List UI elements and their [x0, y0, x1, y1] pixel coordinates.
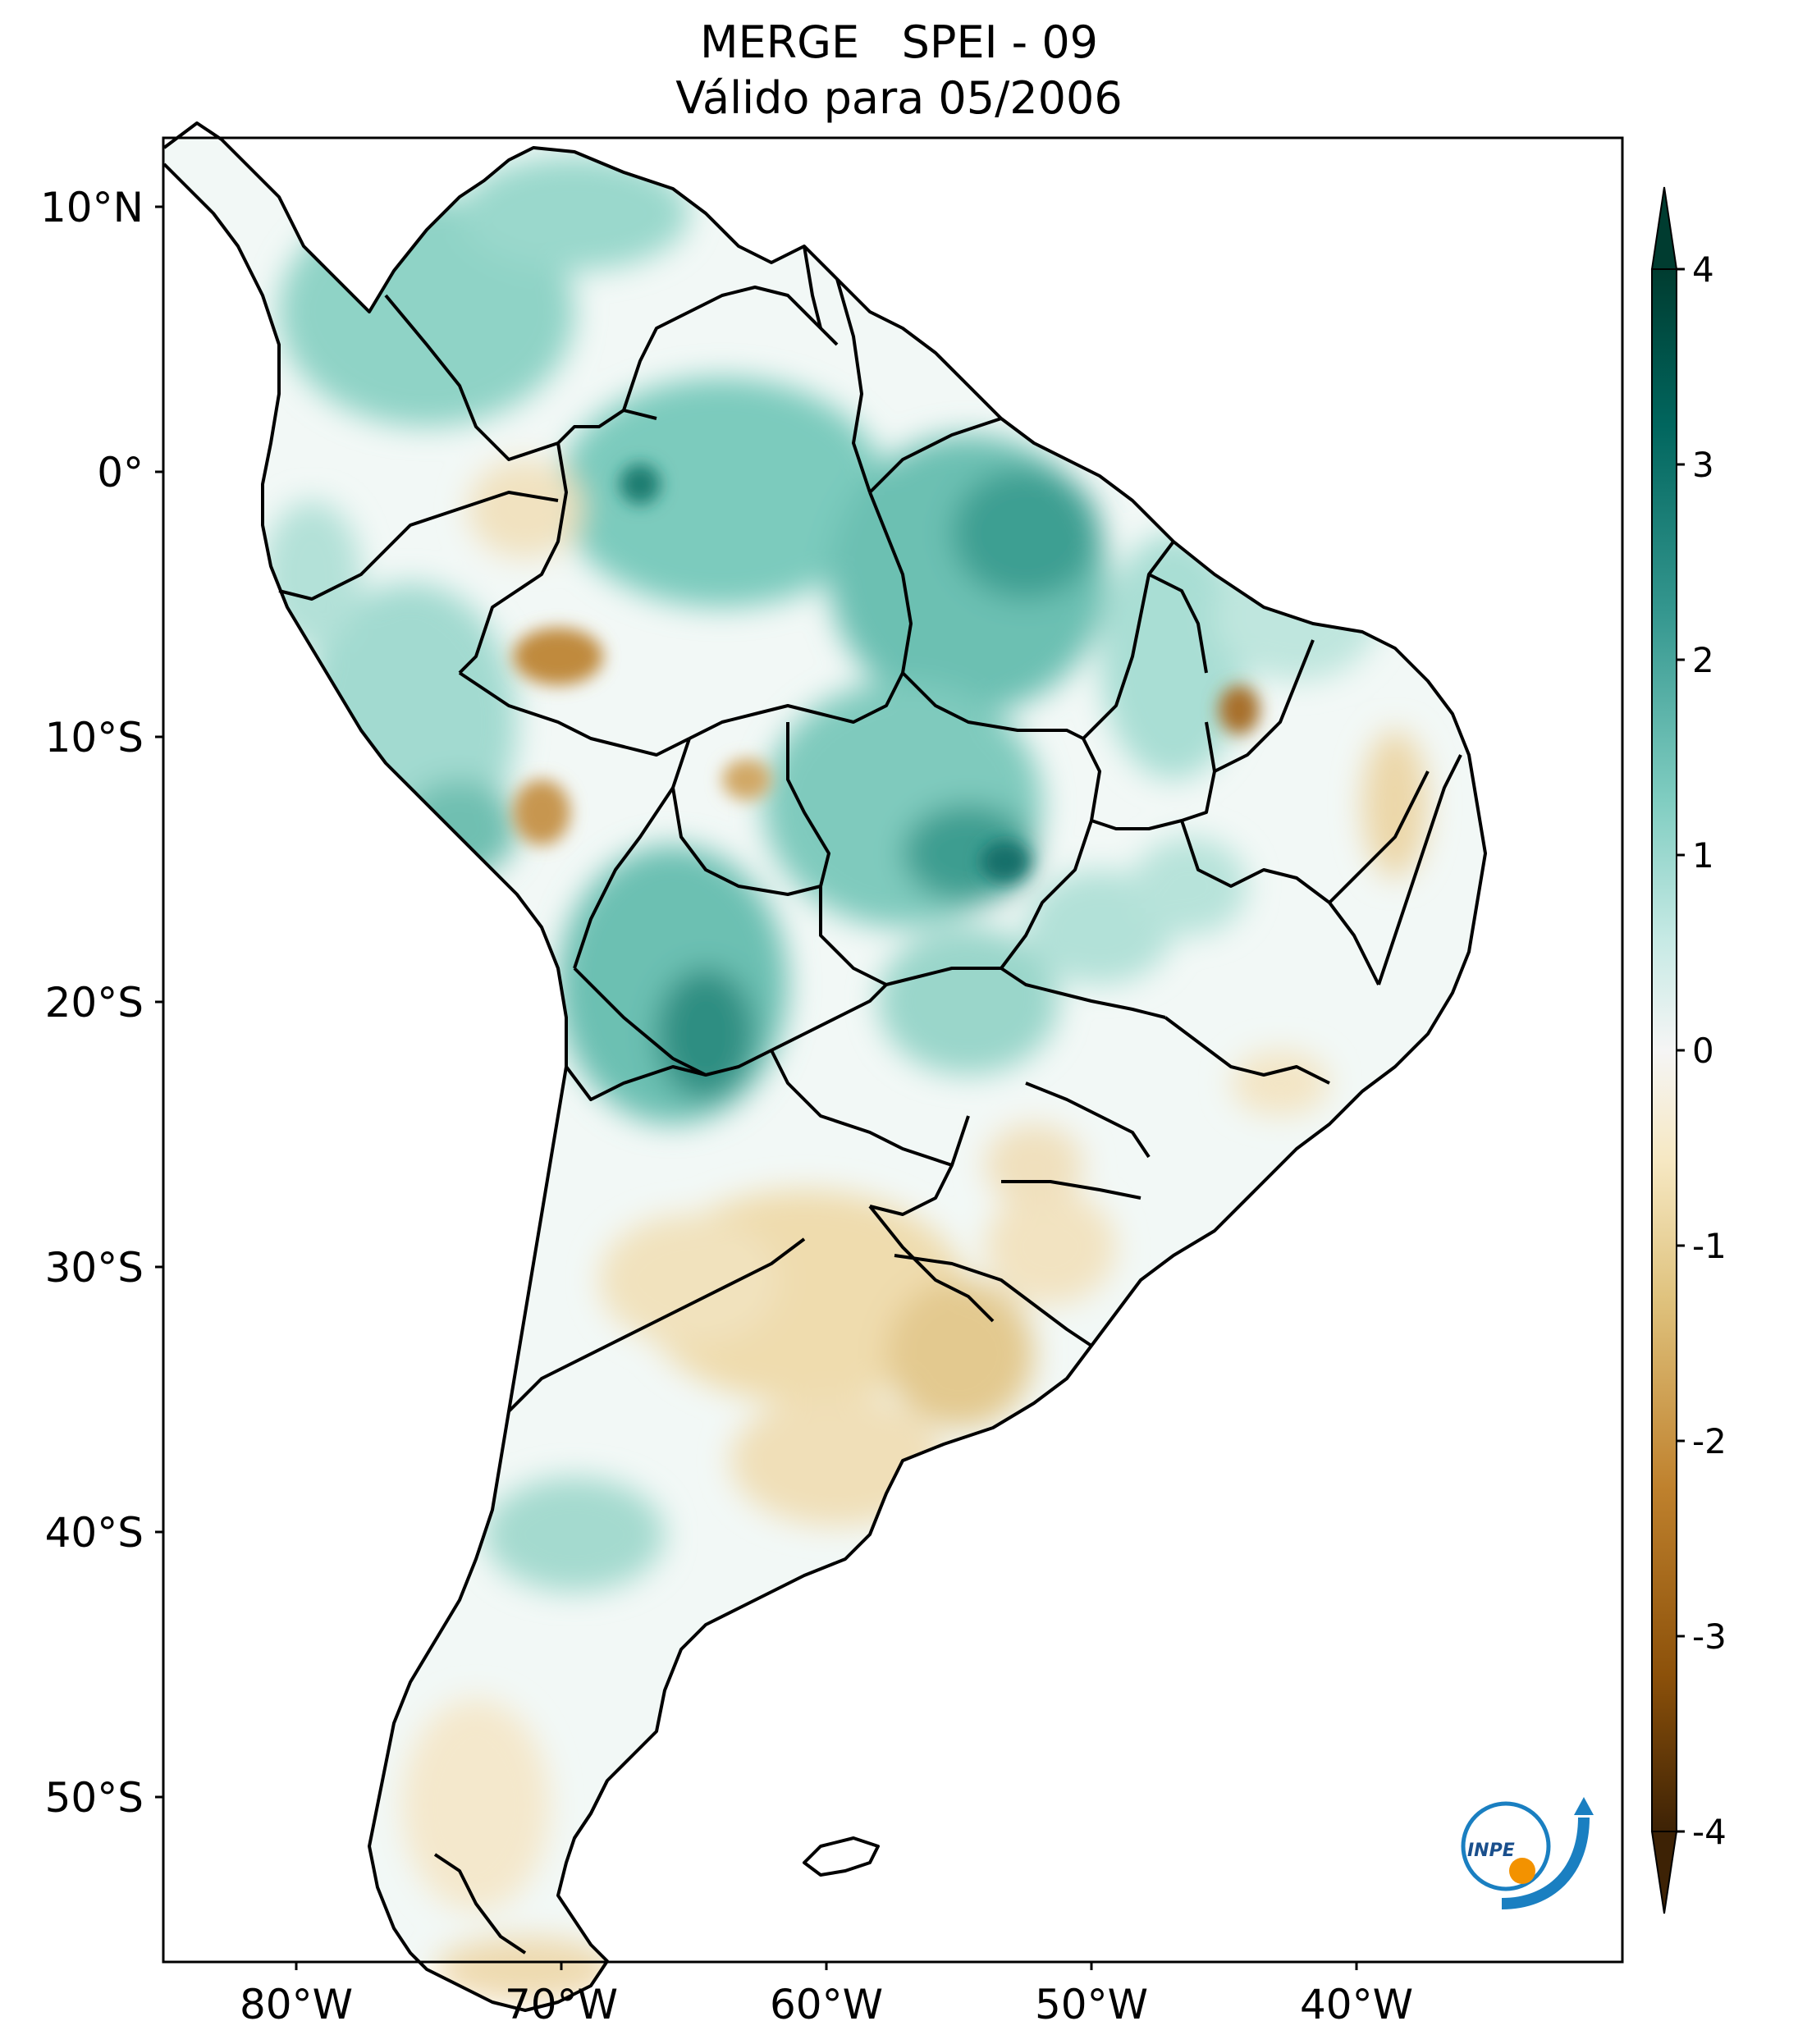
colorbar-tick-label: 1: [1692, 835, 1714, 876]
colorbar: 4 3 2 1 0 -1 -2 -3 -4: [1650, 186, 1727, 1914]
map-subtitle: Válido para 05/2006: [675, 72, 1123, 124]
lat-label: 20°S: [45, 979, 144, 1027]
colorbar-tick-label: 3: [1692, 445, 1714, 485]
lon-label: 60°W: [770, 1981, 883, 2028]
lat-label: 50°S: [45, 1774, 144, 1822]
colorbar-tick-label: -2: [1692, 1421, 1727, 1461]
colorbar-scale: [1651, 268, 1677, 1832]
lat-label: 10°N: [40, 184, 144, 231]
colorbar-tick-label: -1: [1692, 1226, 1727, 1266]
colorbar-extend-max: [1650, 186, 1678, 270]
colorbar-tick-label: 4: [1692, 249, 1714, 290]
map-title: MERGE SPEI - 09: [699, 16, 1099, 68]
logo-text: INPE: [1467, 1841, 1515, 1861]
inpe-logo: INPE: [1461, 1797, 1594, 1909]
colorbar-tick-label: 0: [1692, 1031, 1714, 1071]
lon-label: 70°W: [505, 1981, 618, 2028]
latitude-labels: 10°N 0° 10°S 20°S 30°S 40°S 50°S: [40, 184, 144, 1822]
colorbar-tick-label: 2: [1692, 640, 1714, 680]
lat-label: 40°S: [45, 1509, 144, 1557]
lon-label: 50°W: [1035, 1981, 1148, 2028]
boundaries: [162, 121, 1487, 2012]
axis-ticks: [155, 205, 1358, 1970]
lon-label: 80°W: [240, 1981, 353, 2028]
lon-label: 40°W: [1300, 1981, 1413, 2028]
colorbar-tick-label: -3: [1692, 1616, 1727, 1657]
longitude-labels: 80°W 70°W 60°W 50°W 40°W: [240, 1981, 1413, 2028]
colorbar-tick-label: -4: [1692, 1812, 1727, 1852]
lat-label: 30°S: [45, 1244, 144, 1292]
lat-label: 0°: [97, 449, 144, 496]
lat-label: 10°S: [45, 714, 144, 761]
colorbar-extend-min: [1650, 1831, 1678, 1914]
